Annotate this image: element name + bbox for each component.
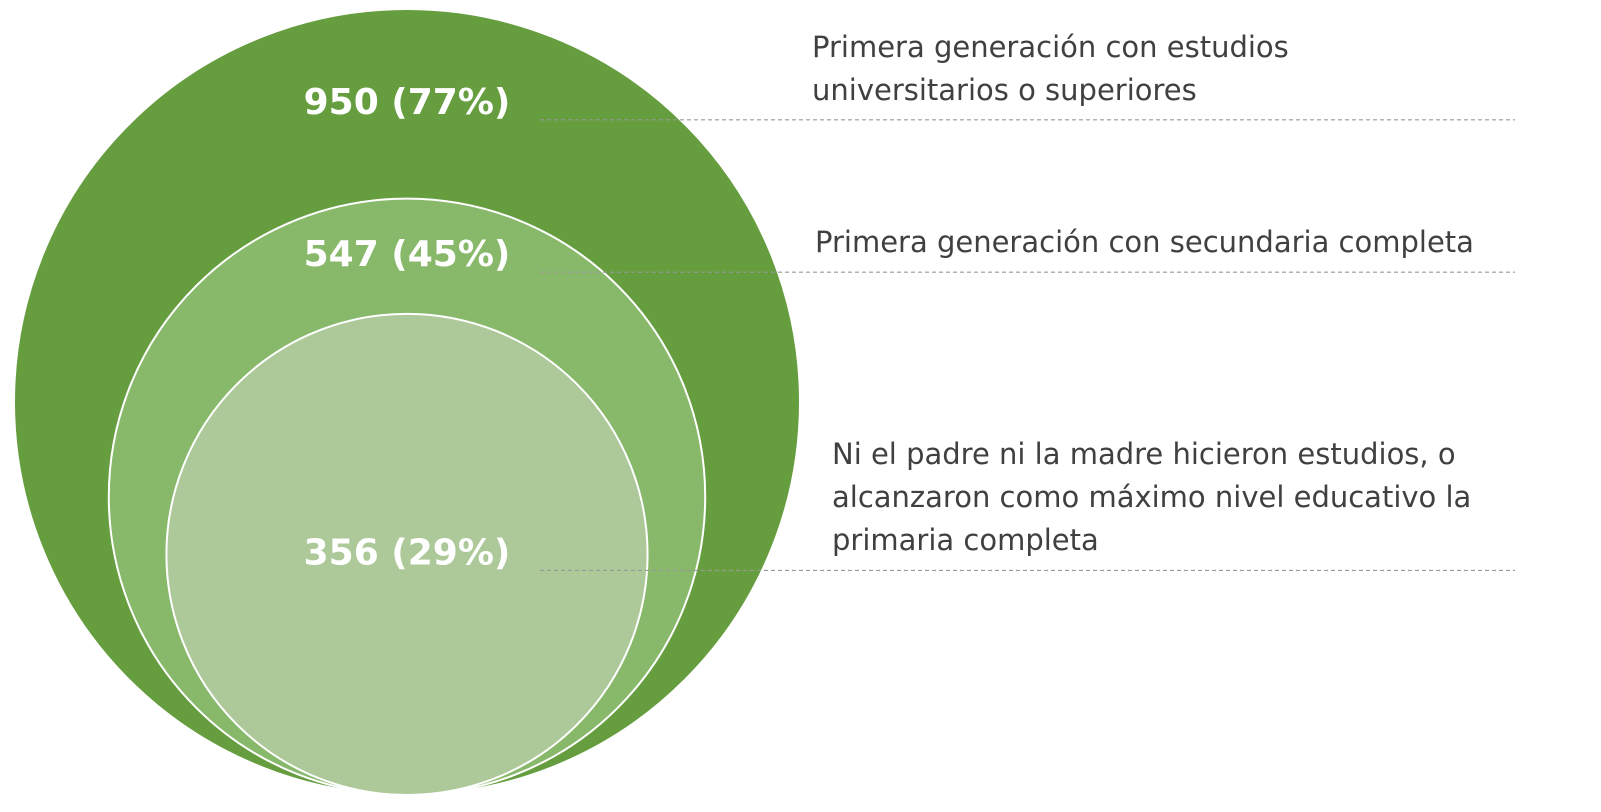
value-label: 356 (29%) <box>304 532 511 573</box>
category-label: Primera generación con estudios universi… <box>812 29 1289 107</box>
circle <box>165 312 649 797</box>
value-label: 950 (77%) <box>304 82 511 123</box>
value-label: 547 (45%) <box>304 234 511 275</box>
category-label: Ni el padre ni la madre hicieron estudio… <box>832 437 1472 558</box>
category-label: Primera generación con secundaria comple… <box>815 225 1474 260</box>
